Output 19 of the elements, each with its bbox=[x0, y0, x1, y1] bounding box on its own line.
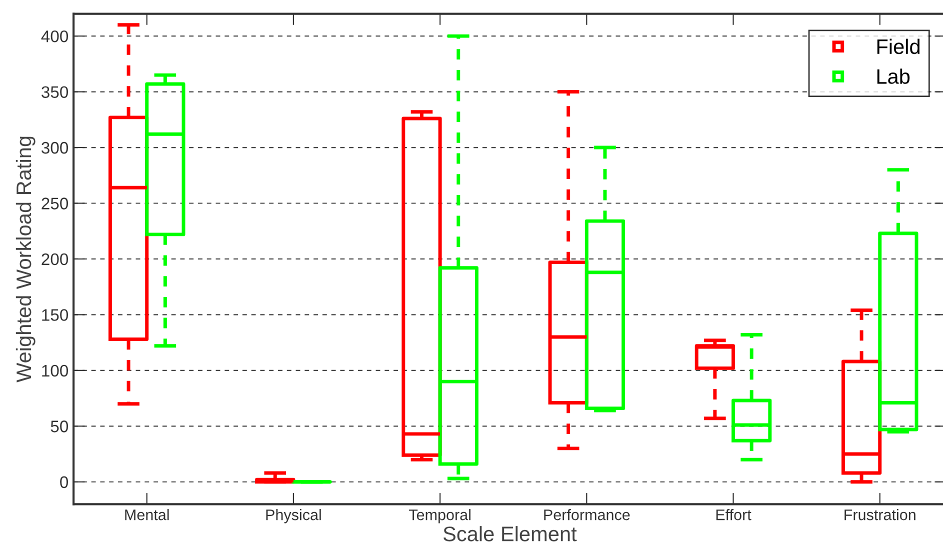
x-axis-title: Scale Element bbox=[443, 526, 577, 542]
y-tick-label: 300 bbox=[42, 142, 68, 154]
x-tick-label: Mental bbox=[125, 509, 169, 520]
x-tick-label: Effort bbox=[716, 509, 752, 520]
y-tick-label: 350 bbox=[42, 86, 68, 98]
y-tick-label: 50 bbox=[50, 420, 68, 432]
y-axis-title: Weighted Workload Rating bbox=[16, 136, 36, 382]
x-tick-label: Frustration bbox=[844, 509, 916, 520]
y-tick-label: 400 bbox=[41, 30, 68, 42]
y-tick-label: 0 bbox=[60, 476, 68, 488]
y-tick-label: 150 bbox=[42, 309, 68, 321]
legend-label: Lab bbox=[877, 68, 910, 84]
y-tick-label: 250 bbox=[42, 198, 68, 210]
y-tick-label: 200 bbox=[42, 253, 68, 266]
x-tick-label: Performance bbox=[544, 509, 630, 520]
y-tick-label: 100 bbox=[42, 364, 68, 377]
x-tick-label: Temporal bbox=[408, 509, 470, 524]
x-tick-label: Physical bbox=[266, 509, 321, 524]
legend-label: Field bbox=[877, 38, 920, 54]
